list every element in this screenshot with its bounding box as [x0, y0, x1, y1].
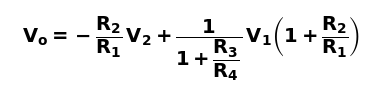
Text: $\mathbf{V_o = -\dfrac{R_2}{R_1}\,V_2 + \dfrac{1}{1+\dfrac{R_3}{R_4}}\,V_1\left(: $\mathbf{V_o = -\dfrac{R_2}{R_1}\,V_2 + …	[22, 14, 361, 83]
